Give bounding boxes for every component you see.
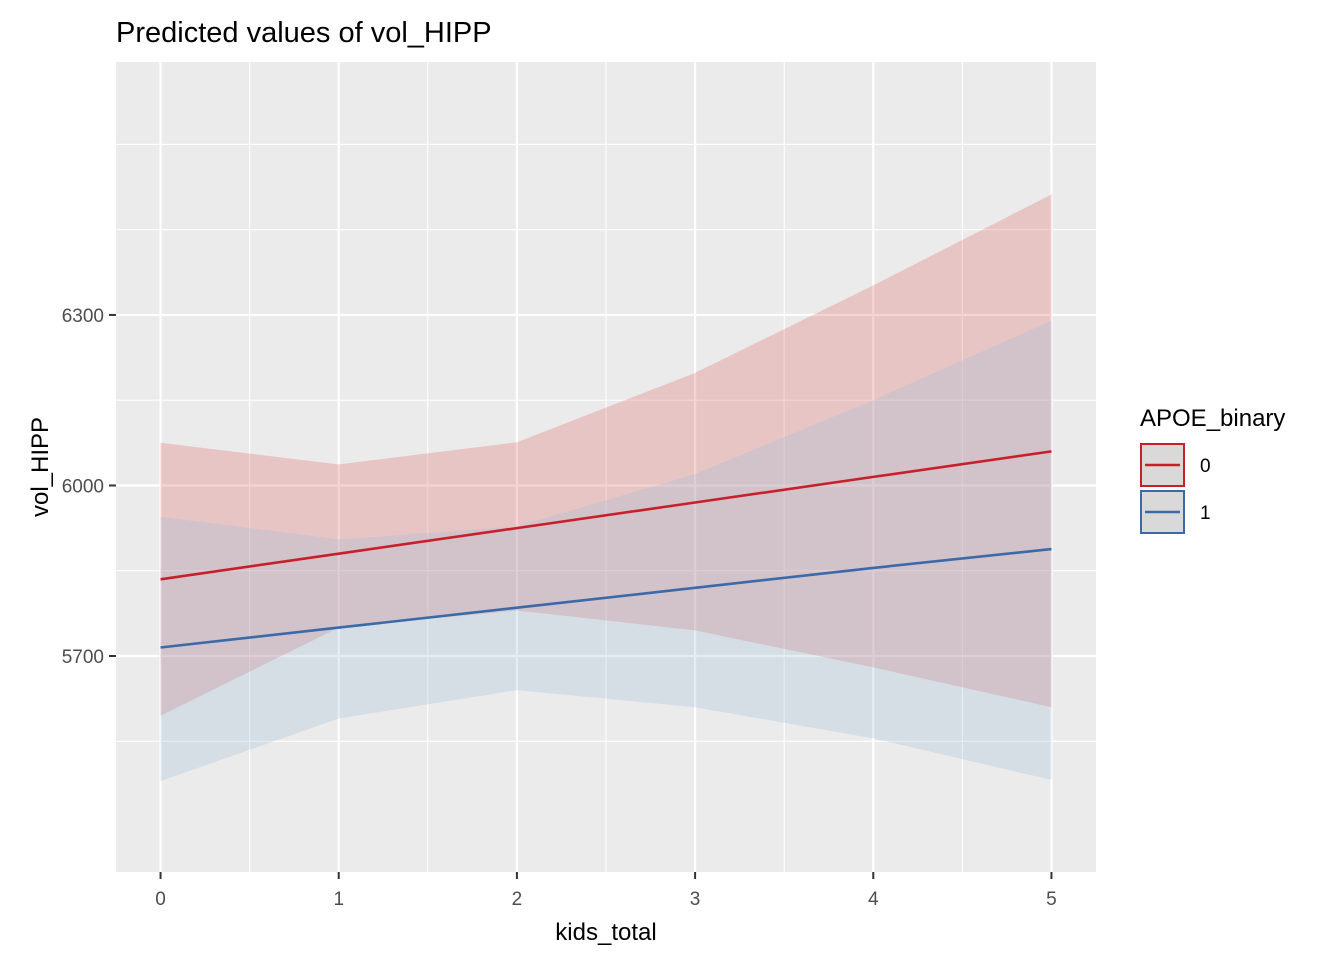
series-lines bbox=[160, 450, 1052, 649]
x-tick-label: 2 bbox=[512, 889, 523, 910]
confidence-ribbons bbox=[160, 194, 1052, 782]
legend-label-1: 1 bbox=[1200, 503, 1211, 524]
chart-title: Predicted values of vol_HIPP bbox=[116, 17, 492, 49]
ci-ribbon-series-1 bbox=[160, 320, 1052, 782]
x-axis-title: kids_total bbox=[555, 919, 656, 946]
series-line-0 bbox=[160, 450, 1052, 581]
series-line-1 bbox=[160, 547, 1052, 649]
legend: APOE_binary 0 1 bbox=[1140, 405, 1285, 534]
y-tick-label: 6000 bbox=[62, 476, 104, 497]
x-axis: 0 1 2 3 4 5 bbox=[155, 872, 1057, 910]
y-axis: 5700 6000 6300 bbox=[62, 306, 116, 668]
x-tick-label: 0 bbox=[155, 889, 166, 910]
major-gridlines bbox=[116, 62, 1096, 872]
x-tick-label: 4 bbox=[868, 889, 879, 910]
y-tick-label: 5700 bbox=[62, 647, 104, 668]
y-tick-label: 6300 bbox=[62, 306, 104, 327]
legend-label-0: 0 bbox=[1200, 456, 1211, 477]
x-tick-label: 3 bbox=[690, 889, 701, 910]
x-tick-label: 1 bbox=[333, 889, 344, 910]
legend-title: APOE_binary bbox=[1140, 405, 1285, 432]
minor-gridlines bbox=[116, 62, 1096, 872]
ci-ribbon-series-0 bbox=[160, 194, 1052, 716]
x-tick-label: 5 bbox=[1046, 889, 1057, 910]
y-axis-title: vol_HIPP bbox=[27, 417, 54, 517]
